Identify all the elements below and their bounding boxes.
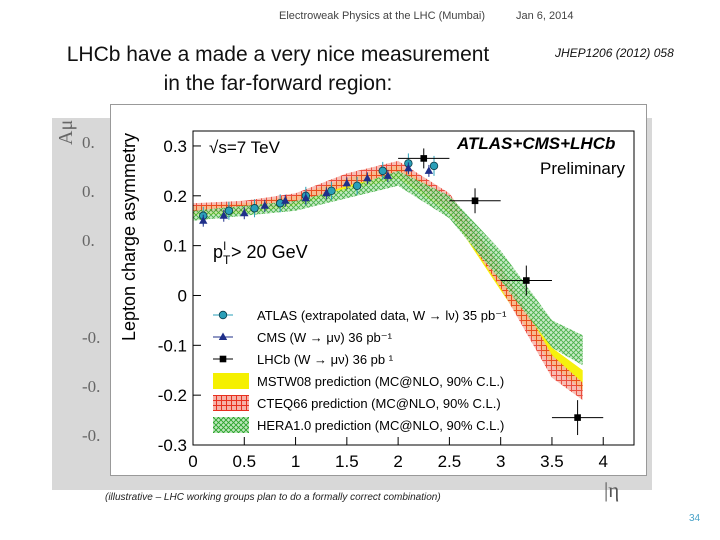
journal-reference: JHEP1206 (2012) 058 (555, 46, 674, 60)
lhcb-data-point (420, 155, 428, 162)
cms-data-point (199, 216, 208, 224)
lhcb-data-point (523, 277, 530, 284)
atlas-data-point (250, 204, 259, 213)
cms-data-point (240, 208, 249, 217)
background-tick: -0. (82, 377, 101, 396)
legend-marker-triangle (218, 332, 228, 340)
background-tick: 0. (82, 182, 95, 201)
legend-label: ATLAS (extrapolated data, W → lν) 35 pb⁻… (257, 308, 507, 323)
plot-frame (192, 130, 635, 446)
y-tick-label: -0.3 (158, 436, 187, 455)
atlas-data-point (429, 161, 439, 171)
atlas-data-point (224, 206, 234, 215)
cms-data-point (424, 166, 434, 174)
y-tick-label: 0.3 (163, 137, 187, 156)
atlas-data-point (378, 166, 387, 176)
background-tick: 0. (82, 133, 95, 152)
background-tick: -0. (82, 328, 101, 347)
cms-data-point (383, 171, 393, 179)
page-number: 34 (689, 513, 701, 524)
cms-data-point (301, 193, 311, 202)
lhcb-data-point (574, 414, 581, 421)
status-annotation: Preliminary (540, 159, 626, 178)
legend-swatch (213, 373, 249, 389)
header-date: Jan 6, 2014 (516, 10, 574, 22)
pt-cut-sup: l (223, 239, 226, 253)
cms-data-point (322, 188, 331, 197)
background-axis-label: Aμ (55, 119, 77, 145)
legend-label: MSTW08 prediction (MC@NLO, 90% C.L.) (257, 374, 504, 389)
x-tick-label: 1 (291, 452, 300, 471)
chart-y-axis-label: Lepton charge asymmetry (119, 133, 139, 341)
x-tick-label: 1.5 (335, 452, 359, 471)
x-tick-label: 2 (393, 452, 402, 471)
y-tick-label: -0.1 (158, 336, 187, 355)
slide-title-line-1: LHCb have a made a very nice measurement (66, 43, 490, 66)
x-tick-label: 3 (496, 452, 505, 471)
legend-swatch (213, 417, 249, 433)
slide-caption: (illustrative – LHC working groups plan … (105, 492, 441, 503)
legend-label: CMS (W → μν) 36 pb⁻¹ (257, 330, 393, 345)
x-tick-label: 0 (188, 452, 197, 471)
legend-marker-square (219, 355, 227, 363)
lhcb-data-point (471, 197, 479, 205)
x-tick-label: 3.5 (540, 452, 564, 471)
atlas-data-point (352, 181, 362, 191)
cms-data-point (281, 196, 290, 204)
cms-data-point (404, 163, 413, 172)
legend-label: HERA1.0 prediction (MC@NLO, 90% C.L.) (257, 418, 504, 433)
atlas-data-point (327, 186, 336, 196)
pt-cut-value: > 20 GeV (226, 242, 308, 262)
pt-cut-symbol: p (213, 242, 223, 262)
legend-marker-circle (218, 310, 228, 320)
background-tick: -0. (82, 426, 101, 445)
background-eta-label: |η (604, 478, 620, 502)
legend-swatch (213, 395, 249, 411)
header-title: Electroweak Physics at the LHC (Mumbai) (279, 10, 486, 22)
y-tick-label: 0 (178, 286, 187, 305)
experiment-annotation: ATLAS+CMS+LHCb (456, 134, 615, 153)
x-tick-label: 2.5 (438, 452, 462, 471)
energy-annotation: √s=7 TeV (209, 138, 281, 157)
pt-cut-annotation: pTl > 20 GeV (213, 239, 308, 267)
slide-title: LHCb have a made a very nice measurement… (18, 40, 538, 98)
x-tick-label: 0.5 (232, 452, 256, 471)
cms-data-point (363, 173, 372, 182)
lepton-asymmetry-chart: 0 0.5 1 1.5 2 2.5 3 3.5 4 0.3 0.2 0.1 0 -0.1 -0.2 -0.3 … (110, 104, 647, 476)
x-tick-label: 4 (598, 452, 607, 471)
legend-label: CTEQ66 prediction (MC@NLO, 90% C.L.) (257, 396, 501, 411)
legend-label: LHCb (W → μν) 36 pb ¹ (257, 352, 394, 367)
cms-data-point (260, 201, 269, 209)
cms-data-point (219, 211, 228, 219)
background-tick: 0. (82, 231, 95, 250)
slide-title-line-2: in the far-forward region: (163, 72, 393, 95)
y-tick-label: 0.2 (163, 187, 187, 206)
y-tick-label: 0.1 (163, 237, 187, 256)
pt-cut-sub: T (223, 253, 231, 267)
chart-canvas: 0 0.5 1 1.5 2 2.5 3 3.5 40.30.20.10-0.1-0.2-0.3 … (119, 130, 635, 471)
cms-data-point (342, 178, 352, 187)
y-tick-label: -0.2 (158, 386, 187, 405)
prediction-band (193, 170, 583, 366)
